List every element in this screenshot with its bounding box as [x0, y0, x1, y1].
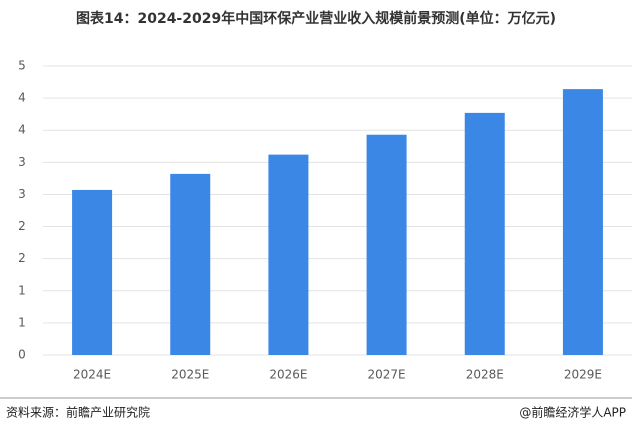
x-tick-label: 2025E	[171, 368, 209, 382]
bar	[464, 112, 505, 355]
y-tick-label: 2	[18, 219, 26, 233]
bar	[562, 89, 603, 356]
y-tick-label: 2	[18, 251, 26, 265]
x-tick-label: 2027E	[368, 368, 406, 382]
y-tick-label: 5	[18, 59, 26, 73]
x-tick-label: 2028E	[466, 368, 504, 382]
y-tick-label: 1	[18, 283, 26, 297]
bar	[366, 134, 407, 355]
y-tick-label: 3	[18, 187, 26, 201]
y-tick-label: 0	[18, 348, 26, 362]
y-tick-label: 3	[18, 155, 26, 169]
x-tick-label: 2024E	[73, 368, 111, 382]
bar	[170, 173, 211, 355]
x-tick-label: 2029E	[564, 368, 602, 382]
x-tick-label: 2026E	[269, 368, 307, 382]
y-tick-label: 4	[18, 91, 26, 105]
bar	[268, 154, 309, 355]
chart-title: 图表14：2024-2029年中国环保产业营业收入规模前景预测(单位：万亿元)	[76, 10, 556, 27]
credit: @前瞻经济学人APP	[519, 405, 626, 420]
y-tick-label: 4	[18, 123, 26, 137]
bar	[72, 189, 113, 355]
source: 资料来源：前瞻产业研究院	[6, 405, 150, 420]
y-tick-label: 1	[18, 315, 26, 329]
